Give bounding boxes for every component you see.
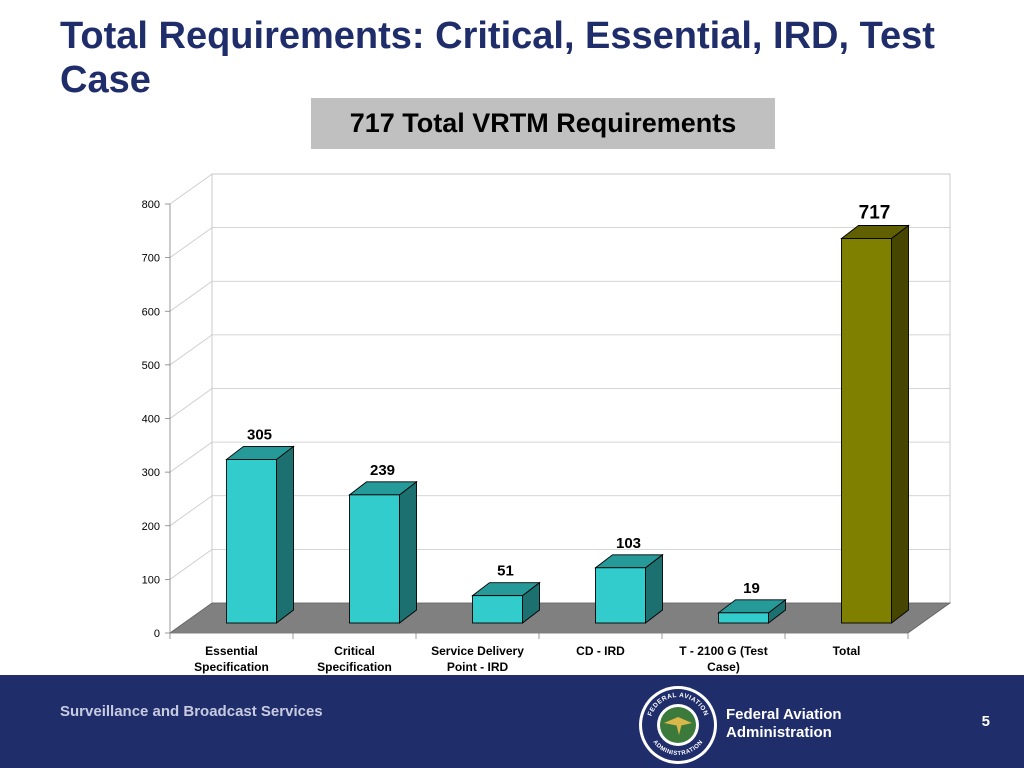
gridline [169,388,950,419]
slide-title: Total Requirements: Critical, Essential,… [60,15,935,101]
bar-side [276,445,294,624]
gridline [169,280,950,312]
x-tick-label: CD - IRD [576,644,625,658]
y-tick-label: 600 [142,306,160,318]
bar [595,567,646,624]
bar-chart: 0 100 200 300 400 500 600 700 800 305 Essential Spe… [142,173,952,674]
bar [226,458,277,624]
gridline [169,173,950,205]
x-tick-label: Service Delivery [431,644,524,658]
x-tick-label: Case) [707,660,740,674]
bar [349,494,400,624]
data-label: 305 [247,426,272,443]
bar [841,238,892,624]
gridline [169,227,950,258]
y-tick-label: 500 [142,360,160,372]
data-label: 717 [859,203,891,224]
x-tick-label: Critical [334,644,375,658]
y-tick-label: 200 [142,521,160,533]
data-label: 51 [497,563,514,580]
y-tick-label: 700 [142,253,160,265]
page-number: 5 [981,713,990,730]
x-tick-label: Point - IRD [447,660,509,674]
agency-name-line-1: Federal Aviation [726,706,842,723]
bar [718,612,769,624]
y-tick-label: 300 [142,467,160,479]
y-tick-label: 800 [142,199,160,211]
chart-title: 717 Total VRTM Requirements [349,108,737,138]
gridline [169,441,950,473]
faa-seal-logo: FEDERAL AVIATION ADMINISTRATION [639,686,717,764]
bar-side [399,480,417,624]
footer: Surveillance and Broadcast Services FEDE… [0,675,1024,768]
bar-side [891,224,909,624]
agency-name: Federal Aviation Administration [726,706,926,742]
y-tick-label: 0 [154,628,160,640]
gridline [169,334,950,366]
bar [472,595,523,624]
x-tick-label: Specification [317,660,392,674]
gridline [169,548,950,580]
y-tick-label: 100 [142,574,160,586]
chart-title-box: 717 Total VRTM Requirements [311,98,775,149]
gridline [169,495,950,527]
agency-name-line-2: Administration [726,724,832,741]
x-tick-label: Total [833,644,861,658]
x-tick-label: Essential [205,644,258,658]
data-label: 239 [370,462,395,479]
footer-org-name: Surveillance and Broadcast Services [60,703,323,720]
y-tick-label: 400 [142,414,160,426]
data-label: 19 [743,580,760,597]
x-tick-label: T - 2100 G (Test [679,644,767,658]
data-label: 103 [616,535,641,552]
x-tick-label: Specification [194,660,269,674]
